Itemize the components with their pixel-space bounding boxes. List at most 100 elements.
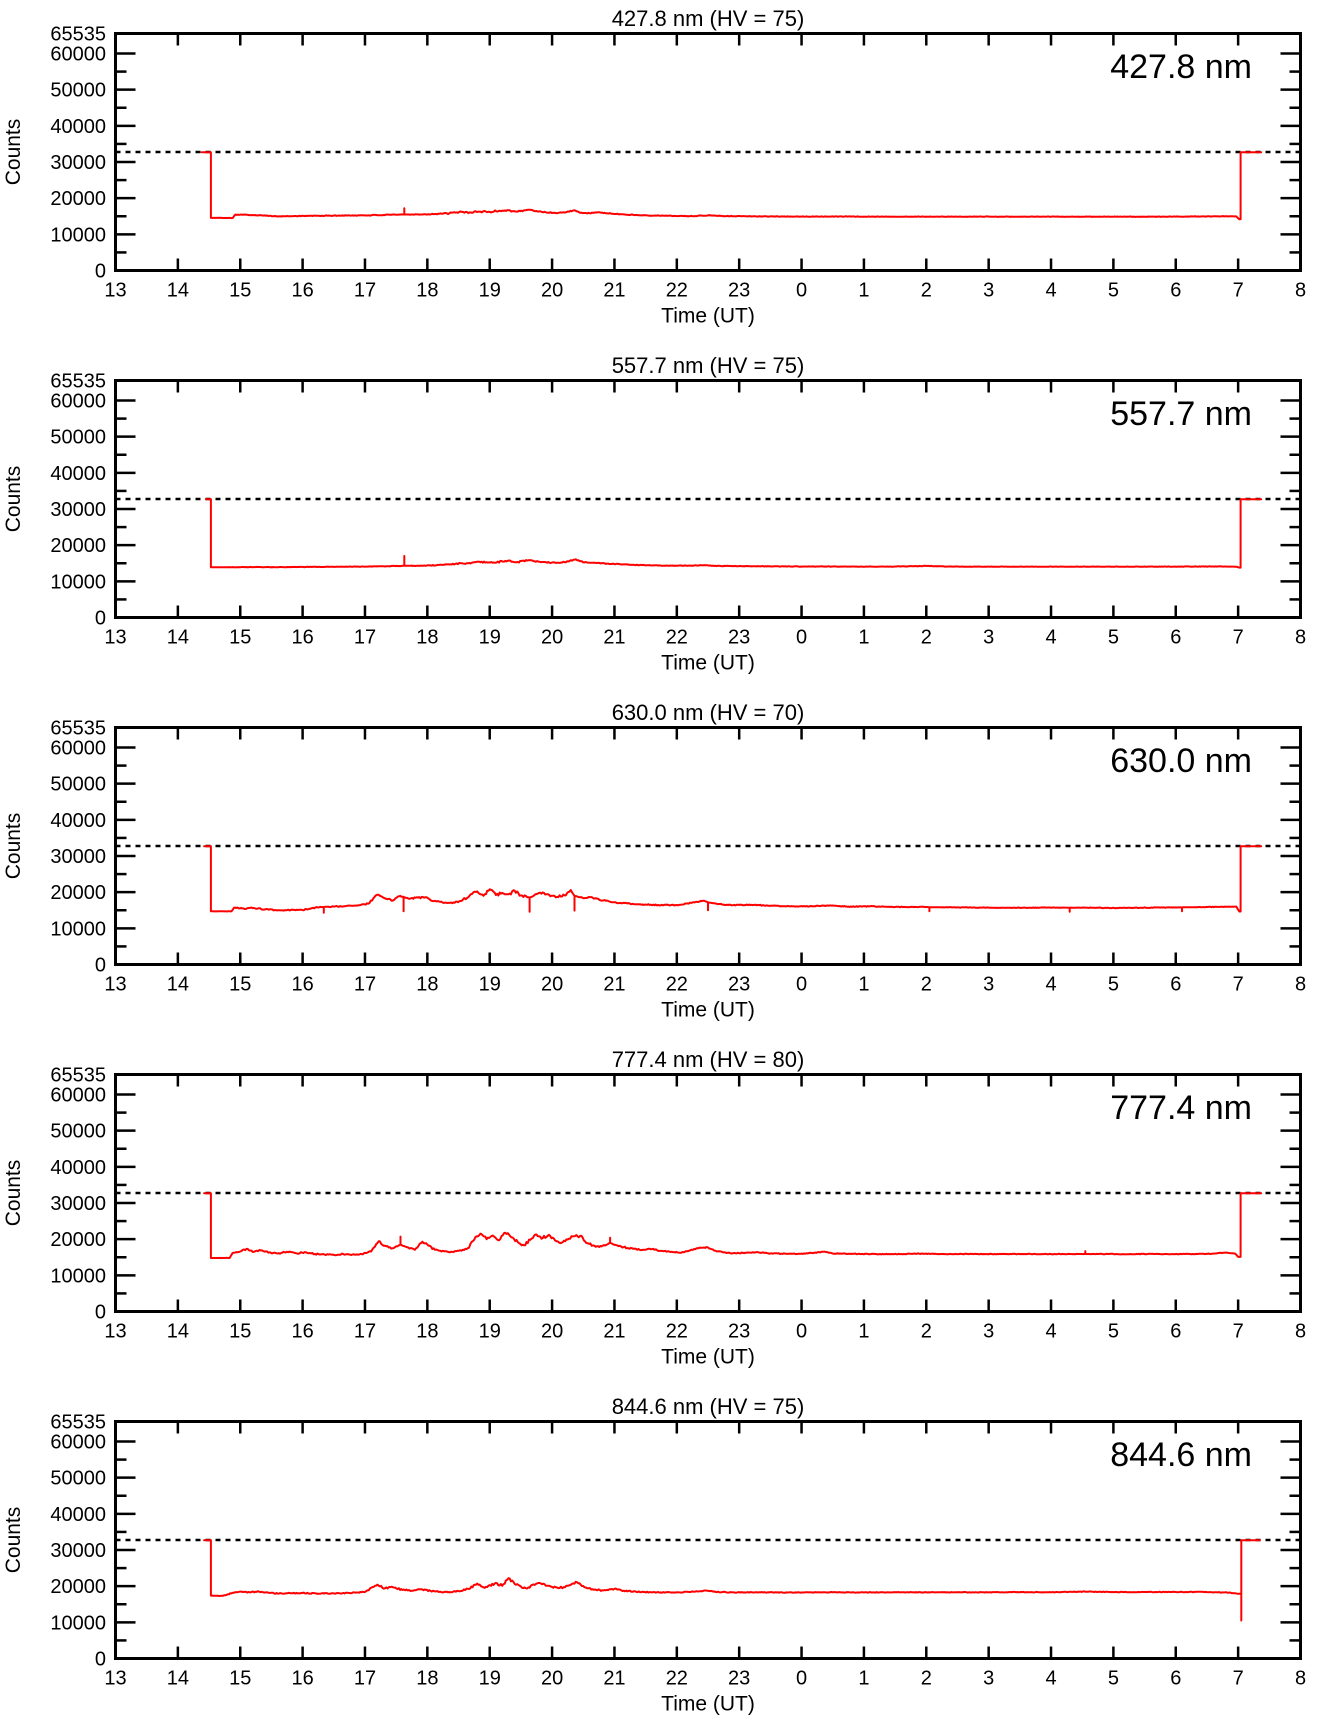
x-tick-label: 17	[354, 1668, 376, 1690]
panel-4-chart: 777.4 nm (HV = 80)13 14 15 16 17 18 19 20 21 22 23…	[2, 1047, 1306, 1369]
x-tick-label: 22	[666, 974, 688, 996]
x-tick-label: 17	[354, 1321, 376, 1343]
x-axis-title: Time (UT)	[661, 305, 755, 328]
x-tick-label: 15	[229, 974, 251, 996]
x-tick-label: 17	[354, 974, 376, 996]
x-tick-label: 1	[858, 974, 869, 996]
y-axis-title: Counts	[2, 119, 25, 186]
x-tick-label: 4	[1045, 627, 1056, 649]
x-axis-title: Time (UT)	[661, 1693, 755, 1716]
x-tick-label: 16	[291, 280, 313, 302]
y-tick-label: 30000	[50, 499, 106, 521]
y-tick-label: 60000	[50, 44, 106, 66]
y-max-label: 65535	[50, 24, 106, 46]
x-tick-label: 20	[541, 627, 563, 649]
x-tick-label: 19	[479, 1321, 501, 1343]
x-tick-label: 3	[983, 280, 994, 302]
x-tick-label: 15	[229, 280, 251, 302]
x-tick-label: 7	[1233, 1668, 1244, 1690]
y-axis-title: Counts	[2, 1507, 25, 1574]
panel-1-chart: 427.8 nm (HV = 75)13 14 15 16 17 18 19 20 21 22 23…	[2, 6, 1306, 328]
x-tick-label: 1	[858, 627, 869, 649]
x-tick-label: 16	[291, 627, 313, 649]
x-tick-label: 4	[1045, 1321, 1056, 1343]
panel-title: 777.4 nm (HV = 80)	[612, 1047, 805, 1072]
x-tick-label: 22	[666, 627, 688, 649]
y-tick-label: 0	[95, 955, 106, 977]
x-tick-label: 18	[416, 627, 438, 649]
x-tick-label: 13	[104, 627, 126, 649]
y-tick-label: 10000	[50, 1265, 106, 1287]
x-tick-label: 0	[796, 627, 807, 649]
x-tick-label: 19	[479, 1668, 501, 1690]
x-tick-label: 6	[1170, 627, 1181, 649]
x-tick-label: 8	[1295, 974, 1306, 996]
x-tick-label: 2	[921, 974, 932, 996]
counts-trace	[203, 1192, 1263, 1260]
y-tick-label: 50000	[50, 774, 106, 796]
panel-2-chart: 557.7 nm (HV = 75)13 14 15 16 17 18 19 20 21 22 23…	[2, 353, 1306, 675]
y-tick-label: 40000	[50, 810, 106, 832]
y-tick-label: 60000	[50, 391, 106, 413]
x-tick-label: 15	[229, 1321, 251, 1343]
y-tick-label: 20000	[50, 882, 106, 904]
x-tick-label: 17	[354, 627, 376, 649]
y-tick-label: 60000	[50, 738, 106, 760]
x-tick-label: 16	[291, 974, 313, 996]
y-tick-label: 0	[95, 608, 106, 630]
x-tick-label: 13	[104, 1668, 126, 1690]
x-tick-label: 8	[1295, 280, 1306, 302]
wavelength-label: 427.8 nm	[1110, 48, 1252, 86]
x-tick-label: 14	[167, 280, 189, 302]
x-tick-label: 15	[229, 1668, 251, 1690]
y-axis-title: Counts	[2, 813, 25, 880]
y-max-label: 65535	[50, 1412, 106, 1434]
y-tick-label: 40000	[50, 1157, 106, 1179]
x-tick-label: 21	[603, 627, 625, 649]
wavelength-label: 630.0 nm	[1110, 742, 1252, 780]
x-tick-label: 2	[921, 627, 932, 649]
x-tick-label: 22	[666, 1321, 688, 1343]
y-tick-label: 30000	[50, 1540, 106, 1562]
y-tick-label: 50000	[50, 427, 106, 449]
y-tick-label: 10000	[50, 224, 106, 246]
x-tick-label: 0	[796, 280, 807, 302]
x-tick-label: 7	[1233, 280, 1244, 302]
x-tick-label: 6	[1170, 1668, 1181, 1690]
x-tick-label: 14	[167, 1668, 189, 1690]
x-tick-label: 7	[1233, 627, 1244, 649]
y-tick-label: 50000	[50, 80, 106, 102]
x-tick-label: 6	[1170, 974, 1181, 996]
y-tick-label: 20000	[50, 188, 106, 210]
x-tick-label: 20	[541, 280, 563, 302]
y-tick-label: 10000	[50, 1612, 106, 1634]
y-axis-title: Counts	[2, 466, 25, 533]
x-tick-label: 18	[416, 1668, 438, 1690]
y-tick-label: 40000	[50, 116, 106, 138]
x-axis-title: Time (UT)	[661, 652, 755, 675]
x-tick-label: 20	[541, 1321, 563, 1343]
x-tick-label: 8	[1295, 1668, 1306, 1690]
x-tick-label: 2	[921, 1321, 932, 1343]
x-tick-label: 18	[416, 974, 438, 996]
y-tick-label: 50000	[50, 1121, 106, 1143]
panel-title: 844.6 nm (HV = 75)	[612, 1394, 805, 1419]
x-tick-label: 5	[1108, 1668, 1119, 1690]
x-tick-label: 20	[541, 1668, 563, 1690]
x-tick-label: 14	[167, 974, 189, 996]
y-tick-label: 40000	[50, 1504, 106, 1526]
y-tick-label: 10000	[50, 571, 106, 593]
y-tick-label: 50000	[50, 1468, 106, 1490]
x-tick-label: 5	[1108, 280, 1119, 302]
y-tick-label: 20000	[50, 1229, 106, 1251]
y-max-label: 65535	[50, 371, 106, 393]
x-tick-label: 13	[104, 1321, 126, 1343]
panel-3-chart: 630.0 nm (HV = 70)13 14 15 16 17 18 19 20 21 22 23…	[2, 700, 1306, 1022]
y-tick-label: 10000	[50, 918, 106, 940]
y-tick-label: 40000	[50, 463, 106, 485]
x-tick-label: 8	[1295, 1321, 1306, 1343]
x-tick-label: 3	[983, 974, 994, 996]
y-tick-label: 20000	[50, 1576, 106, 1598]
x-tick-label: 19	[479, 974, 501, 996]
